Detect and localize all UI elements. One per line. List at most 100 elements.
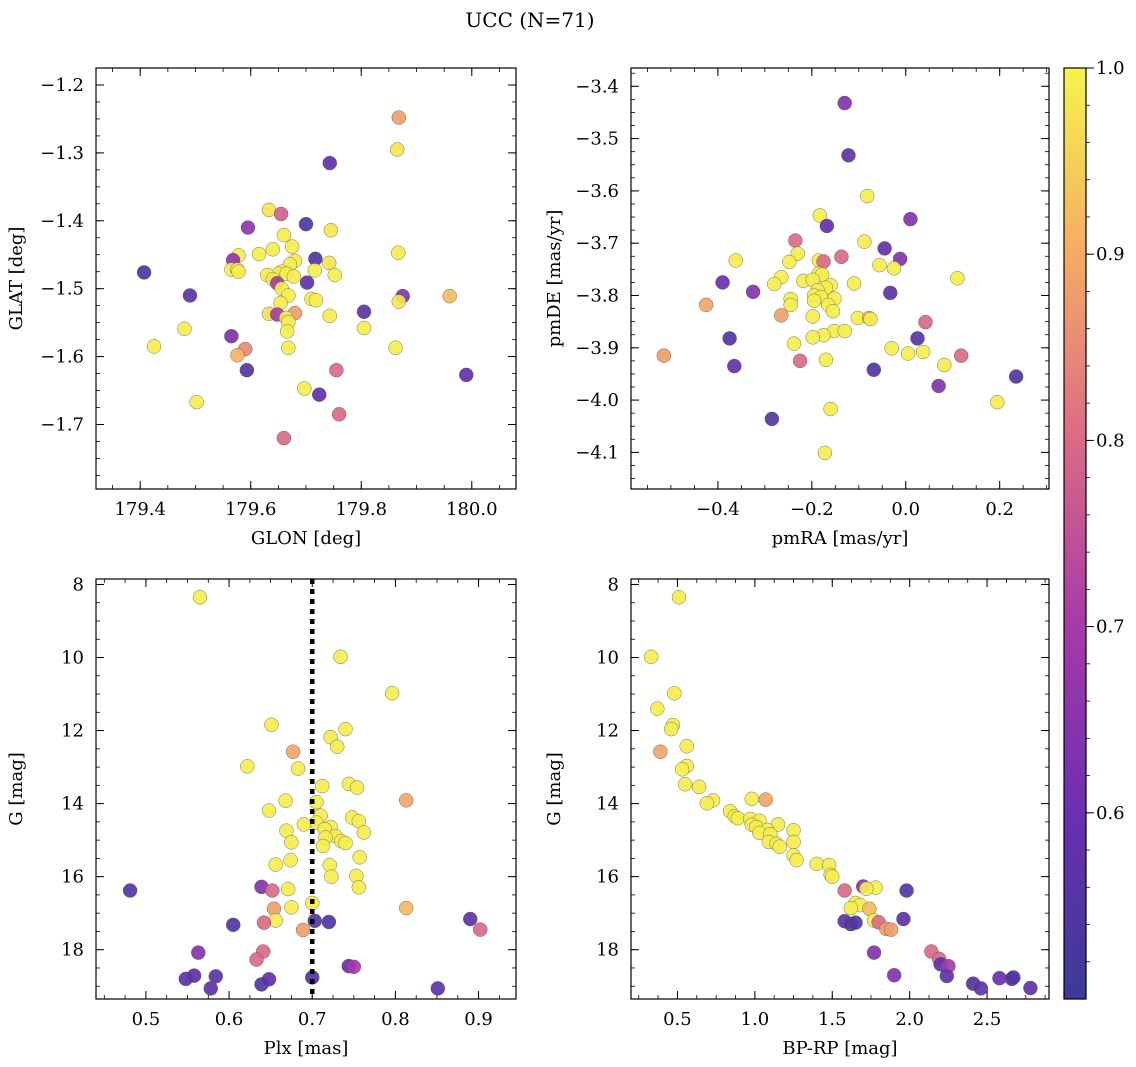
scatter-point [812, 208, 828, 223]
scatter-point [860, 188, 875, 204]
axes-frame [630, 67, 1050, 490]
scatter-point [992, 970, 1007, 986]
scatter-point [384, 686, 400, 701]
scatter-point [671, 590, 687, 605]
scatter-point [825, 303, 841, 319]
scatter-point [937, 357, 952, 373]
scatter-point [473, 922, 488, 937]
scatter-point [698, 297, 714, 313]
y-tick-label: 14 [596, 794, 619, 815]
x-tick-label: 0.9 [464, 1009, 493, 1030]
scatter-point [286, 269, 302, 284]
scatter-point [224, 329, 239, 344]
scatter-point [843, 900, 859, 916]
x-tick-label: 179.6 [225, 499, 277, 520]
scatter-point [389, 142, 405, 157]
scatter-point [231, 264, 246, 279]
x-tick-label: 180.0 [446, 499, 498, 520]
scatter-point [230, 348, 245, 363]
scatter-point [863, 311, 878, 327]
scatter-point [391, 245, 406, 260]
scatter-point [203, 981, 218, 996]
scatter-point [745, 284, 761, 300]
scatter-point [327, 267, 342, 283]
scatter-point [280, 881, 296, 897]
scatter-point [338, 721, 353, 737]
y-tick-label: −4.1 [575, 442, 619, 463]
y-tick-label: 16 [61, 867, 84, 888]
scatter-point [192, 590, 208, 605]
y-axis-label: pmDE [mas/yr] [544, 210, 565, 348]
y-tick-label: 8 [608, 574, 619, 595]
scatter-point [679, 739, 694, 754]
scatter-point [866, 945, 882, 960]
y-tick-label: 8 [73, 574, 84, 595]
scatter-point [818, 352, 834, 368]
scatter-point [309, 794, 324, 810]
y-tick-label: 10 [61, 648, 84, 669]
y-tick-label: 16 [596, 867, 619, 888]
scatter-point [315, 838, 331, 854]
scatter-point [268, 857, 283, 872]
scatter-point [990, 394, 1005, 410]
scatter-point [730, 811, 746, 826]
scatter-point [772, 839, 787, 854]
scatter-point [915, 344, 931, 360]
scatter-point [848, 915, 863, 930]
scatter-point [715, 275, 730, 290]
scatter-point [298, 216, 314, 232]
scatter-point [792, 353, 808, 369]
scatter-point [249, 952, 264, 967]
scatter-point [356, 320, 372, 336]
colorbar: 0.6 0.7 0.8 0.9 1.0 [1063, 58, 1125, 1000]
scatter-point [883, 922, 899, 937]
scatter-point [953, 348, 969, 363]
scatter-point [296, 817, 312, 832]
scatter-point [346, 959, 362, 975]
scatter-point [667, 686, 682, 701]
scatter-point [823, 401, 838, 417]
scatter-point [265, 242, 281, 257]
scatter-point [324, 869, 339, 884]
scatter-point [338, 835, 353, 851]
scatter-point [903, 211, 918, 227]
scatter-point [918, 314, 933, 330]
scatter-point [896, 911, 911, 927]
scatter-point [356, 825, 372, 840]
scatter-point [278, 793, 293, 808]
scatter-point [691, 779, 707, 795]
y-tick-label: −1.6 [40, 347, 84, 368]
scatter-point [256, 915, 272, 930]
scatter-point [973, 981, 989, 996]
colorbar-tick-label: 0.7 [1096, 617, 1125, 638]
scatter-point [837, 323, 852, 339]
scatter-point [674, 762, 690, 777]
x-axis-label: Plx [mas] [264, 1038, 349, 1059]
scatter-point [240, 759, 255, 774]
y-tick-label: −1.2 [40, 75, 84, 96]
scatter-point [322, 255, 337, 271]
x-tick-label: 179.4 [114, 499, 166, 520]
figure-title: UCC (N=71) [465, 8, 594, 32]
scatter-point [877, 241, 892, 256]
colorbar-tick-label: 0.8 [1096, 430, 1125, 451]
scatter-point [788, 233, 803, 248]
scatter-point [399, 900, 414, 916]
scatter-point [283, 853, 298, 868]
scatter-point [312, 387, 327, 402]
scatter-point [284, 835, 299, 850]
x-tick-label: 0.0 [891, 499, 920, 520]
scatter-point [329, 739, 345, 754]
scatter-point [650, 701, 665, 716]
scatter-point [825, 869, 840, 884]
scatter-point [459, 367, 474, 383]
scatter-point [297, 381, 312, 396]
y-tick-label: 10 [596, 648, 619, 669]
scatter-point [442, 288, 457, 304]
y-tick-label: −1.4 [40, 211, 84, 232]
x-axis-label: pmRA [mas/yr] [772, 528, 909, 549]
scatter-point [254, 977, 269, 992]
x-tick-label: 0.8 [381, 1009, 410, 1030]
scatter-point [261, 803, 277, 818]
scatter-point [886, 968, 902, 983]
